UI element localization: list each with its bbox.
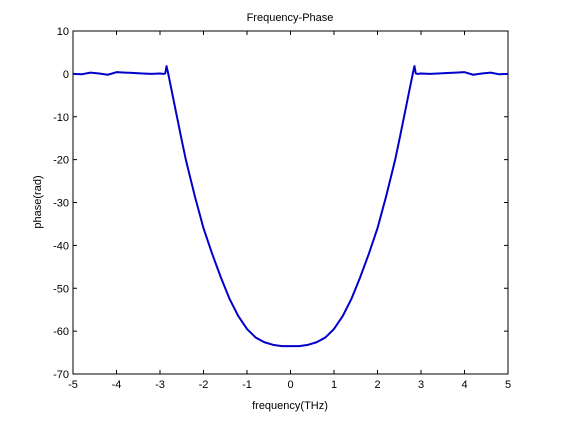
y-axis-label: phase(rad): [32, 175, 44, 228]
y-tick-label: -60: [53, 326, 69, 338]
y-tick-label: -30: [53, 198, 69, 210]
y-tick-label: -40: [53, 240, 69, 252]
x-tick-label: -4: [112, 379, 122, 391]
x-tick-label: -3: [155, 379, 165, 391]
y-tick-label: 10: [57, 26, 69, 38]
y-tick-label: -50: [53, 283, 69, 295]
x-tick-label: 2: [374, 379, 380, 391]
x-tick-label: -2: [199, 379, 209, 391]
plot-area: [72, 30, 509, 375]
x-tick-label: 1: [331, 379, 337, 391]
y-tick-label: -10: [53, 112, 69, 124]
chart-title: Frequency-Phase: [247, 12, 334, 24]
y-tick-label: -70: [53, 369, 69, 381]
x-tick-label: 5: [505, 379, 511, 391]
x-tick-label: -5: [68, 379, 78, 391]
x-tick-label: -1: [242, 379, 252, 391]
y-tick-label: -20: [53, 155, 69, 167]
y-tick-label: 0: [63, 69, 69, 81]
series-line: [72, 65, 509, 348]
x-tick-label: 4: [461, 379, 467, 391]
x-tick-label: 3: [418, 379, 424, 391]
x-tick-label: 0: [287, 379, 293, 391]
x-axis-label: frequency(THz): [252, 400, 328, 412]
